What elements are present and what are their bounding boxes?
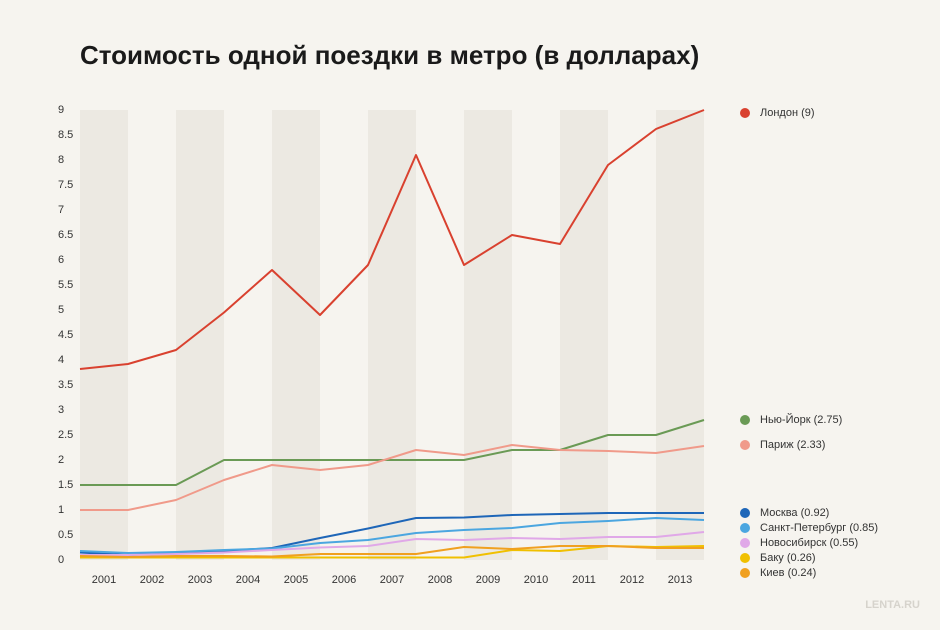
y-tick-label: 9 <box>58 104 64 116</box>
x-tick-label: 2013 <box>668 574 692 586</box>
y-tick-label: 3.5 <box>58 379 73 391</box>
y-tick-label: 6 <box>58 254 64 266</box>
band <box>368 110 416 560</box>
legend-label: Лондон (9) <box>760 107 815 119</box>
legend-label: Нью-Йорк (2.75) <box>760 413 842 426</box>
band <box>560 110 608 560</box>
series-line <box>79 109 705 370</box>
legend-marker <box>740 415 750 425</box>
band <box>656 110 704 560</box>
legend-marker <box>740 108 750 118</box>
y-tick-label: 8 <box>58 154 64 166</box>
legend-label: Киев (0.24) <box>760 567 816 579</box>
y-tick-label: 5.5 <box>58 279 73 291</box>
x-tick-label: 2009 <box>476 574 500 586</box>
x-tick-label: 2003 <box>188 574 212 586</box>
series-line <box>80 531 705 556</box>
y-tick-label: 4 <box>58 354 64 366</box>
legend-label: Новосибирск (0.55) <box>760 537 858 549</box>
band <box>176 110 224 560</box>
x-tick-label: 2005 <box>284 574 308 586</box>
x-tick-label: 2002 <box>140 574 164 586</box>
legend-label: Париж (2.33) <box>760 439 825 451</box>
y-tick-label: 3 <box>58 404 64 416</box>
series-line <box>79 517 705 554</box>
series-line <box>80 444 705 511</box>
y-tick-label: 8.5 <box>58 129 73 141</box>
watermark: LENTA.RU <box>865 599 920 611</box>
legend-marker <box>740 553 750 563</box>
legend-label: Баку (0.26) <box>760 552 816 564</box>
y-tick-label: 0.5 <box>58 529 73 541</box>
y-tick-label: 1 <box>58 504 64 516</box>
y-tick-label: 6.5 <box>58 229 73 241</box>
legend-marker <box>740 568 750 578</box>
y-tick-label: 7.5 <box>58 179 73 191</box>
x-tick-label: 2001 <box>92 574 116 586</box>
legend-label: Москва (0.92) <box>760 507 829 519</box>
y-tick-label: 2.5 <box>58 429 73 441</box>
y-tick-label: 2 <box>58 454 64 466</box>
y-tick-label: 1.5 <box>58 479 73 491</box>
x-tick-label: 2006 <box>332 574 356 586</box>
x-tick-label: 2004 <box>236 574 260 586</box>
x-tick-label: 2011 <box>572 574 596 586</box>
x-tick-label: 2007 <box>380 574 404 586</box>
x-tick-label: 2008 <box>428 574 452 586</box>
legend-marker <box>740 440 750 450</box>
y-tick-label: 5 <box>58 304 64 316</box>
y-tick-label: 4.5 <box>58 329 73 341</box>
band <box>464 110 512 560</box>
legend-marker <box>740 538 750 548</box>
x-tick-label: 2010 <box>524 574 548 586</box>
legend-label: Санкт-Петербург (0.85) <box>760 522 878 534</box>
band <box>272 110 320 560</box>
y-tick-label: 0 <box>58 554 64 566</box>
x-tick-label: 2012 <box>620 574 644 586</box>
chart-title: Стоимость одной поездки в метро (в долла… <box>80 40 699 70</box>
band <box>80 110 128 560</box>
legend-marker <box>740 508 750 518</box>
series-line <box>80 419 705 486</box>
legend-marker <box>740 523 750 533</box>
series-line <box>79 545 704 558</box>
y-tick-label: 7 <box>58 204 64 216</box>
